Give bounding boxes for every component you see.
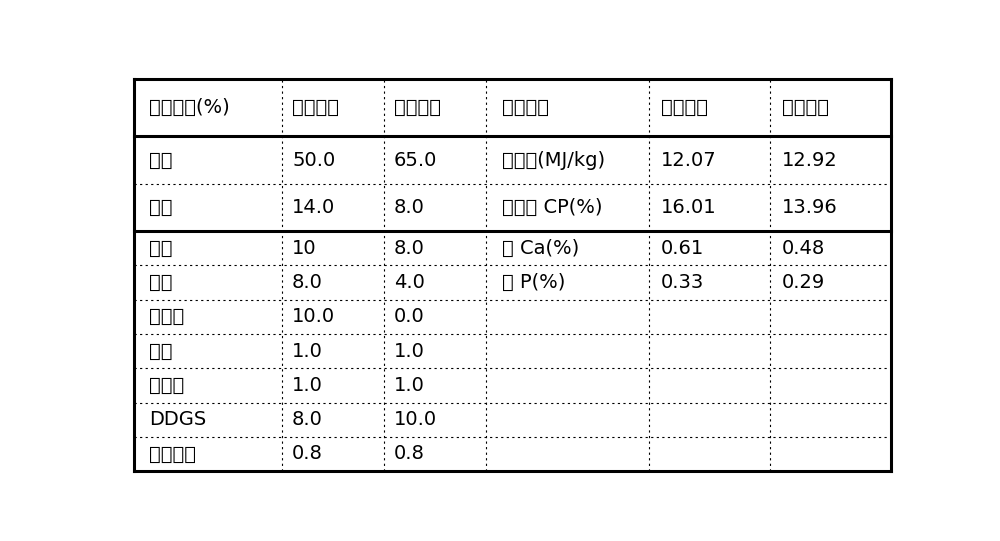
Text: 0.0: 0.0 (394, 307, 425, 326)
Text: 豆粕: 豆粕 (149, 198, 173, 217)
Text: 碳酸氢钠: 碳酸氢钠 (149, 445, 196, 464)
Text: 钙 Ca(%): 钙 Ca(%) (502, 239, 580, 258)
Text: 0.48: 0.48 (782, 239, 825, 258)
Text: 8.0: 8.0 (292, 273, 323, 292)
Text: 0.29: 0.29 (782, 273, 825, 292)
Text: 棉粕: 棉粕 (149, 239, 173, 258)
Text: 16.01: 16.01 (661, 198, 716, 217)
Text: 食盐: 食盐 (149, 342, 173, 361)
Text: 10: 10 (292, 239, 317, 258)
Text: 65.0: 65.0 (394, 150, 437, 169)
Text: 8.0: 8.0 (394, 198, 425, 217)
Text: 1.0: 1.0 (394, 342, 425, 361)
Text: 消化能(MJ/kg): 消化能(MJ/kg) (502, 150, 605, 169)
Text: 葵饼: 葵饼 (149, 273, 173, 292)
Text: 玉米: 玉米 (149, 150, 173, 169)
Text: DDGS: DDGS (149, 410, 206, 429)
Text: 粗蛋白 CP(%): 粗蛋白 CP(%) (502, 198, 603, 217)
Text: 4.0: 4.0 (394, 273, 425, 292)
Text: 试验前期: 试验前期 (661, 98, 708, 117)
Text: 10.0: 10.0 (394, 410, 437, 429)
Text: 预混料: 预混料 (149, 376, 184, 395)
Text: 试验后期: 试验后期 (394, 98, 441, 117)
Text: 试验前期: 试验前期 (292, 98, 339, 117)
Text: 10.0: 10.0 (292, 307, 335, 326)
Text: 1.0: 1.0 (394, 376, 425, 395)
Text: 1.0: 1.0 (292, 342, 323, 361)
Text: 试验后期: 试验后期 (782, 98, 829, 117)
Text: 胡麻饼: 胡麻饼 (149, 307, 184, 326)
Text: 8.0: 8.0 (292, 410, 323, 429)
Text: 12.07: 12.07 (661, 150, 716, 169)
Text: 8.0: 8.0 (394, 239, 425, 258)
Text: 1.0: 1.0 (292, 376, 323, 395)
Text: 14.0: 14.0 (292, 198, 335, 217)
Text: 13.96: 13.96 (782, 198, 838, 217)
Text: 12.92: 12.92 (782, 150, 838, 169)
Text: 0.33: 0.33 (661, 273, 704, 292)
Text: 营养水平: 营养水平 (502, 98, 549, 117)
Text: 原料组成(%): 原料组成(%) (149, 98, 230, 117)
Text: 0.8: 0.8 (292, 445, 323, 464)
Text: 50.0: 50.0 (292, 150, 335, 169)
Text: 0.8: 0.8 (394, 445, 425, 464)
Text: 磷 P(%): 磷 P(%) (502, 273, 566, 292)
Text: 0.61: 0.61 (661, 239, 704, 258)
